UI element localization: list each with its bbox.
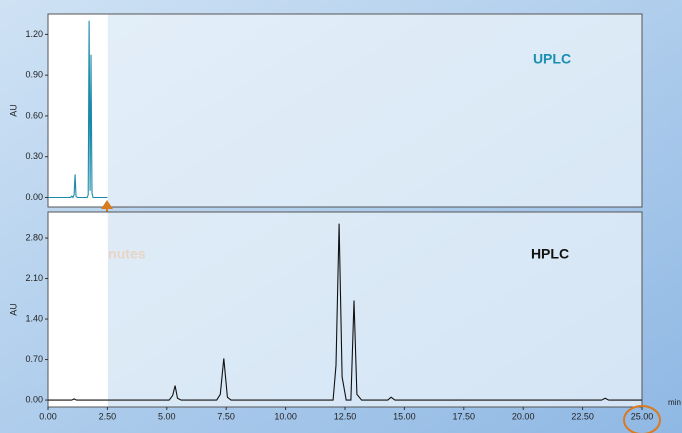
y-tick-label: 1.20 [25, 29, 43, 39]
x-tick-label: 17.50 [453, 411, 476, 421]
x-tick-label: 10.00 [274, 411, 297, 421]
panel [47, 211, 643, 408]
x-tick-label: 5.00 [158, 411, 176, 421]
arrow-head [101, 200, 113, 209]
y-tick-label: 0.90 [25, 70, 43, 80]
y-tick-label: 0.60 [25, 110, 43, 120]
x-tick-label: 0.00 [39, 411, 57, 421]
trace-label: UPLC [533, 51, 571, 67]
x-tick-label: 25.00 [631, 411, 654, 421]
y-tick-label: 2.80 [25, 232, 43, 242]
x-tick-label: 22.50 [571, 411, 594, 421]
x-tick-label: 2.50 [99, 411, 117, 421]
highlight-circle [623, 405, 661, 433]
fast-region [48, 212, 108, 407]
x-tick-label: 15.00 [393, 411, 416, 421]
trace-label: HPLC [531, 246, 569, 262]
y-tick-label: 2.10 [25, 273, 43, 283]
trace [48, 20, 108, 199]
panel [47, 13, 643, 208]
y-tick-label: 1.40 [25, 313, 43, 323]
x-tick-label: 7.50 [217, 411, 235, 421]
y-tick-label: 0.30 [25, 151, 43, 161]
x-tick-label: 12.50 [334, 411, 357, 421]
x-axis-label: min [668, 398, 681, 407]
y-axis-label: AU [8, 104, 18, 117]
x-tick-label: 20.00 [512, 411, 535, 421]
y-tick-label: 0.00 [25, 192, 43, 202]
y-axis-label: AU [8, 303, 18, 316]
y-tick-label: 0.00 [25, 394, 43, 404]
y-tick-label: 0.70 [25, 354, 43, 364]
fast-region [48, 14, 108, 207]
trace [48, 223, 642, 401]
